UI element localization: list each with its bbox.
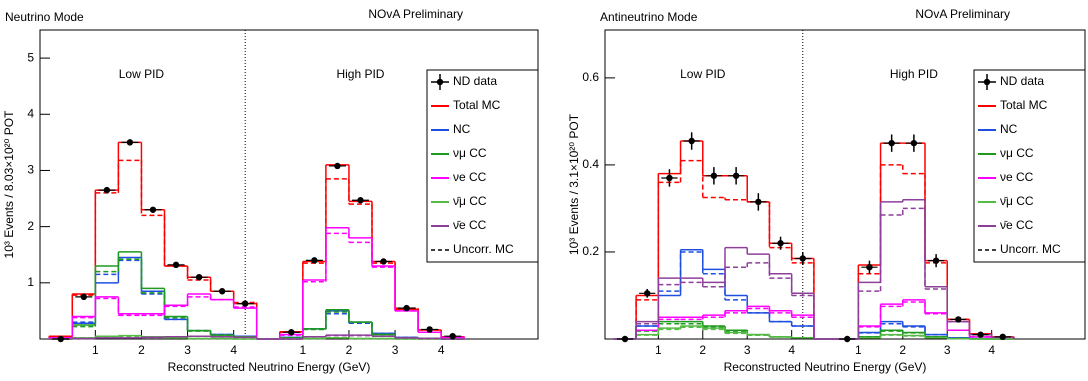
data-point <box>999 333 1006 341</box>
legend-label: νe CC <box>1000 170 1034 184</box>
data-point <box>334 162 341 170</box>
data-point <box>172 261 180 269</box>
data-point <box>977 331 984 338</box>
data-point <box>103 186 111 194</box>
data-point <box>403 304 410 312</box>
region-label: High PID <box>336 67 384 81</box>
data-point <box>955 316 962 323</box>
x-tick-label: 1 <box>855 343 862 357</box>
chart-title: Antineutrino Mode <box>600 10 698 24</box>
y-axis-label: 10³ Events / 3.1×10²⁰ POT <box>567 113 581 255</box>
x-tick-label: 1 <box>92 343 99 357</box>
y-tick-label: 5 <box>27 50 34 64</box>
region-label: Low PID <box>119 67 165 81</box>
data-point <box>755 198 762 206</box>
legend-label: νμ CC <box>453 146 487 160</box>
x-tick-label: 2 <box>346 343 353 357</box>
annotation: NOvA Preliminary <box>368 7 463 21</box>
x-tick-label: 4 <box>788 343 795 357</box>
data-point <box>777 240 784 247</box>
data-point <box>621 335 629 343</box>
x-tick-label: 3 <box>944 343 951 357</box>
data-point <box>688 137 695 145</box>
data-point <box>149 206 157 213</box>
legend-label: νe CC <box>453 170 487 184</box>
legend-label: ν̄e CC <box>453 218 487 232</box>
data-point <box>799 255 806 262</box>
x-tick-label: 4 <box>988 343 995 357</box>
data-point <box>357 197 364 204</box>
legend-swatch <box>436 78 444 86</box>
chart-title: Neutrino Mode <box>5 10 84 24</box>
x-tick-label: 3 <box>184 343 191 357</box>
legend-label: Uncorr. MC <box>1000 242 1061 256</box>
annotation: NOvA Preliminary <box>915 7 1010 21</box>
data-point <box>195 274 203 281</box>
y-tick-label: 4 <box>27 106 34 120</box>
data-point <box>80 293 88 301</box>
legend-swatch <box>983 78 991 86</box>
x-axis-label: Reconstructed Neutrino Energy (GeV) <box>724 360 927 374</box>
legend-box <box>426 69 539 263</box>
data-point <box>449 332 456 340</box>
legend-label: Total MC <box>453 98 501 112</box>
y-tick-label: 1 <box>27 275 34 289</box>
x-tick-label: 2 <box>138 343 145 357</box>
data-point <box>218 288 226 295</box>
x-tick-label: 2 <box>899 343 906 357</box>
data-point <box>426 326 433 333</box>
data-point <box>126 139 134 146</box>
legend-label: Uncorr. MC <box>453 242 514 256</box>
region-label: High PID <box>890 67 938 81</box>
region-label: Low PID <box>680 67 726 81</box>
legend-label: ν̄e CC <box>1000 218 1034 232</box>
legend-label: NC <box>453 122 471 136</box>
x-tick-label: 4 <box>230 343 237 357</box>
data-point <box>732 172 740 179</box>
data-point <box>241 300 249 307</box>
data-point <box>57 335 64 343</box>
legend-label: ND data <box>1000 74 1044 88</box>
y-tick-label: 0.4 <box>582 157 599 171</box>
y-tick-label: 0.6 <box>582 70 599 84</box>
legend-label: ND data <box>453 74 497 88</box>
data-point <box>932 257 940 264</box>
data-point <box>666 174 673 182</box>
x-axis-label: Reconstructed Neutrino Energy (GeV) <box>168 360 371 374</box>
data-point <box>288 329 295 336</box>
legend-box <box>973 69 1086 263</box>
data-point <box>710 172 718 179</box>
x-tick-label: 4 <box>438 343 445 357</box>
data-point <box>311 257 318 264</box>
x-tick-label: 1 <box>655 343 662 357</box>
data-point <box>844 335 851 343</box>
y-tick-label: 3 <box>27 163 34 177</box>
legend-label: νμ CC <box>1000 146 1034 160</box>
y-tick-label: 2 <box>27 219 34 233</box>
data-point <box>888 139 895 147</box>
data-point <box>910 139 918 147</box>
data-point <box>866 263 873 271</box>
x-tick-label: 1 <box>299 343 306 357</box>
data-point <box>380 258 387 265</box>
x-tick-label: 2 <box>699 343 706 357</box>
y-tick-label: 0.2 <box>582 244 599 258</box>
legend-label: NC <box>1000 122 1018 136</box>
x-tick-label: 3 <box>744 343 751 357</box>
legend-label: ν̄μ CC <box>453 194 487 208</box>
x-tick-label: 3 <box>392 343 399 357</box>
y-axis-label: 10³ Events / 8.03×10²⁰ POT <box>2 110 16 259</box>
data-point <box>644 290 651 297</box>
legend-label: Total MC <box>1000 98 1048 112</box>
legend-label: ν̄μ CC <box>1000 194 1034 208</box>
